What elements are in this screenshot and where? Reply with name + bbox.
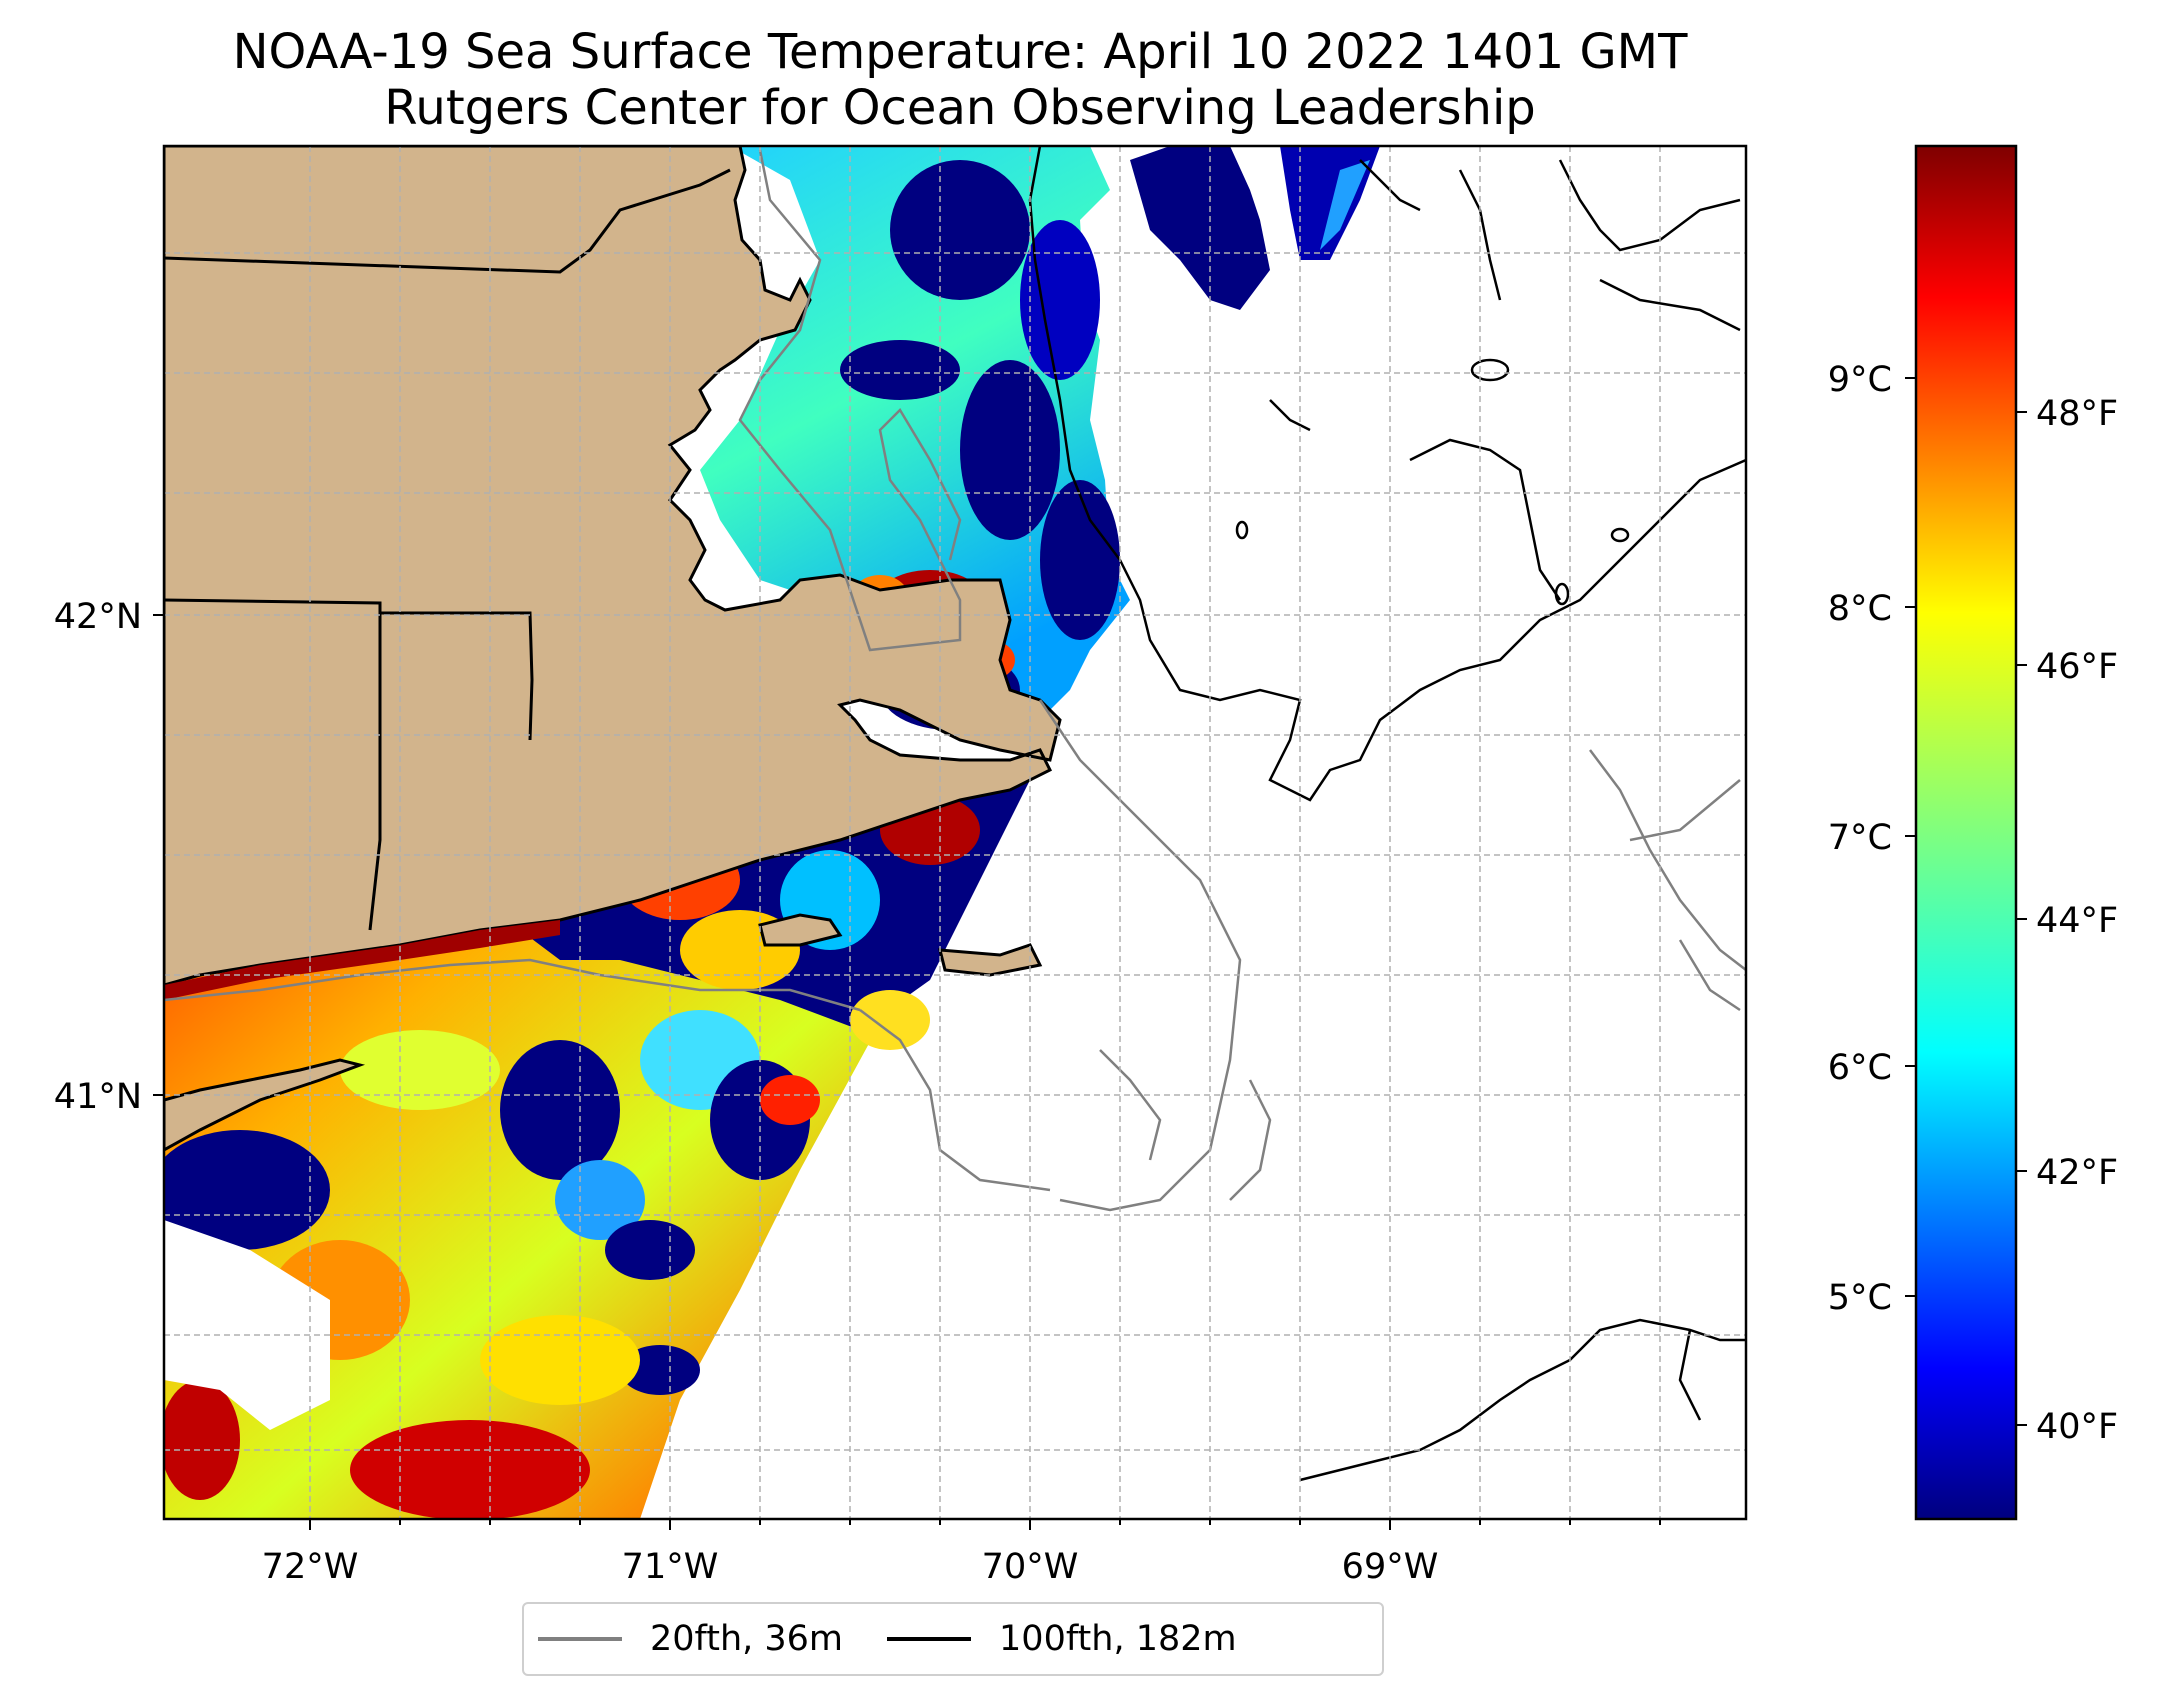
colorbar: [1914, 144, 2018, 1521]
land-islands: [758, 913, 1043, 977]
legend-entry-20fth: 20fth, 36m: [538, 1619, 843, 1659]
x-tick-label: 71°W: [622, 1547, 719, 1587]
colorbar-celsius-tick: 9°C: [1828, 360, 1892, 400]
x-tick-label: 72°W: [262, 1547, 359, 1587]
colorbar-fahrenheit-tick: 44°F: [2036, 901, 2118, 941]
colorbar-celsius-tick: 6°C: [1828, 1048, 1892, 1088]
colorbar-fahrenheit-tick: 48°F: [2036, 394, 2118, 434]
contour-100fth: [1028, 146, 1746, 1482]
y-tick-label: 42°N: [54, 597, 142, 637]
x-tick-label: 69°W: [1342, 1547, 1439, 1587]
chart-subtitle: Rutgers Center for Ocean Observing Leade…: [384, 80, 1536, 136]
colorbar-celsius-tick: 8°C: [1828, 589, 1892, 629]
sst-swath-central: [520, 780, 1030, 1125]
colorbar-fahrenheit-tick: 42°F: [2036, 1153, 2118, 1193]
colorbar-celsius-tick: 5°C: [1828, 1278, 1892, 1318]
small-islands: [1235, 358, 1630, 606]
legend-label: 100fth, 182m: [999, 1619, 1237, 1659]
x-tick-label: 70°W: [982, 1547, 1079, 1587]
colorbar-celsius-tick: 7°C: [1828, 818, 1892, 858]
land-long-island: [164, 1058, 366, 1152]
legend-swatch-gray-line: [538, 1637, 622, 1641]
legend-swatch-black-line: [887, 1637, 972, 1641]
chart-title: NOAA-19 Sea Surface Temperature: April 1…: [232, 24, 1688, 80]
y-tick-label: 41°N: [54, 1077, 142, 1117]
state-boundaries: [164, 168, 731, 931]
colorbar-fahrenheit-tick: 40°F: [2036, 1407, 2118, 1447]
legend-entry-100fth: 100fth, 182m: [887, 1619, 1237, 1659]
gridlines: [164, 146, 1746, 1519]
legend: 20fth, 36m 100fth, 182m: [522, 1602, 1384, 1676]
legend-label: 20fth, 36m: [650, 1619, 844, 1659]
land-new-england: [164, 146, 1062, 987]
colorbar-fahrenheit-tick: 46°F: [2036, 647, 2118, 687]
map-frame: [162, 144, 1748, 1521]
